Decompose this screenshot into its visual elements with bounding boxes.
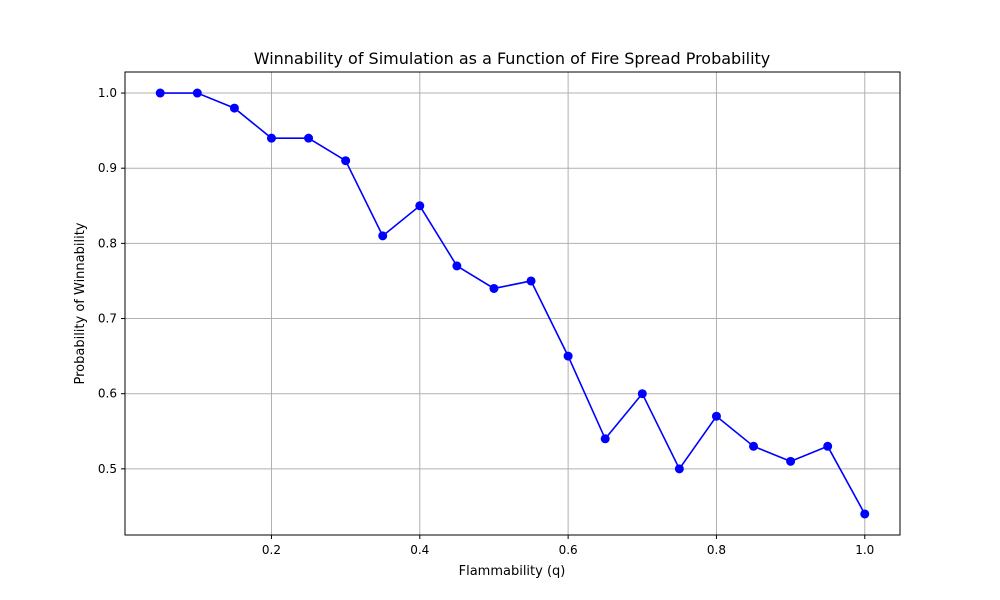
plot-area-frame [124, 71, 901, 536]
series-layer [155, 88, 870, 519]
y-tick-label: 0.6 [98, 387, 117, 401]
y-axis-ticks: 0.5 0.6 0.7 0.8 0.9 1.0 [98, 86, 125, 476]
y-axis-label: Probability of Winnability [73, 222, 88, 384]
data-point [229, 103, 239, 113]
x-tick-label: 0.6 [559, 543, 578, 557]
data-point [489, 283, 499, 293]
x-tick-label: 1.0 [855, 543, 874, 557]
x-axis-ticks: 0.2 0.4 0.6 0.8 1.0 [262, 535, 874, 557]
x-tick-label: 0.2 [262, 543, 281, 557]
x-axis-label: Flammability (q) [459, 564, 566, 579]
y-tick-label: 0.9 [98, 161, 117, 175]
data-point [749, 441, 759, 451]
x-tick-label: 0.8 [707, 543, 726, 557]
data-point [415, 201, 425, 211]
series-line [160, 92, 866, 515]
data-point [674, 464, 684, 474]
chart-title: Winnability of Simulation as a Function … [254, 49, 771, 68]
data-point [304, 133, 314, 143]
grid-lines [125, 72, 900, 535]
data-point [563, 351, 573, 361]
data-point [711, 411, 721, 421]
data-point [786, 456, 796, 466]
data-point [526, 276, 536, 286]
data-point [452, 261, 462, 271]
data-point [266, 133, 276, 143]
data-point [637, 389, 647, 399]
data-point [341, 156, 351, 166]
data-point [600, 434, 610, 444]
data-point [823, 441, 833, 451]
data-point [192, 88, 202, 98]
y-tick-label: 0.8 [98, 236, 117, 250]
y-tick-label: 0.7 [98, 312, 117, 326]
x-tick-label: 0.4 [410, 543, 429, 557]
y-tick-label: 0.5 [98, 462, 117, 476]
data-point [860, 509, 870, 519]
y-tick-label: 1.0 [98, 86, 117, 100]
data-point [155, 88, 165, 98]
data-point [378, 231, 388, 241]
